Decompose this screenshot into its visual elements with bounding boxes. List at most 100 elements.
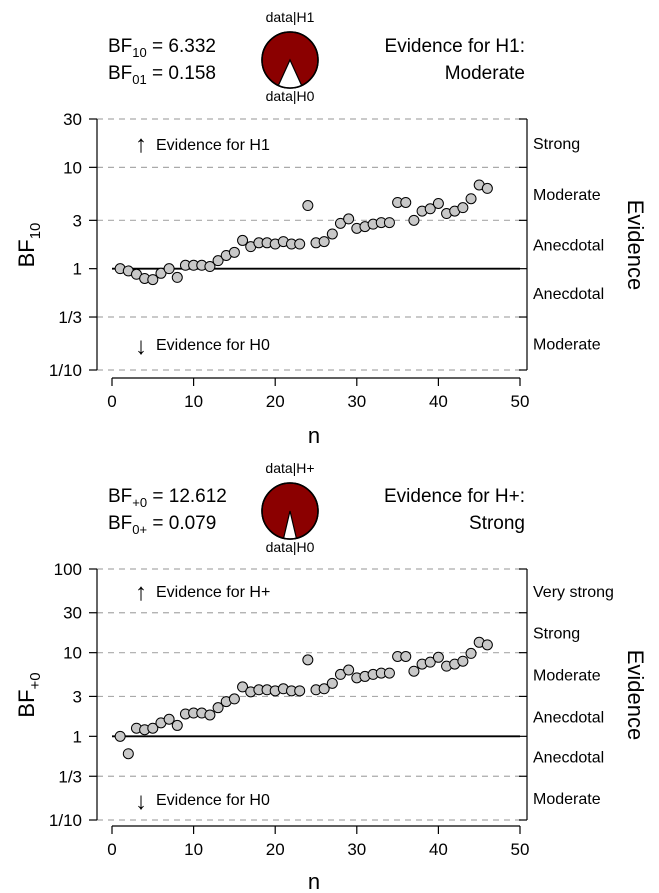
y-tick-label: 3 [73, 687, 82, 706]
data-point [481, 639, 493, 651]
y-tick-label: 1/10 [49, 811, 82, 830]
y-tick-label: 3 [73, 211, 82, 230]
panel-2-evidence-line2: Strong [469, 513, 525, 534]
panel-1-bf-inv-text: BF01 = 0.158 [108, 63, 216, 87]
data-point [163, 713, 175, 725]
y-tick-label: 1 [73, 727, 82, 746]
data-point [204, 261, 216, 273]
panel-2-bf-inv-text: BF0+ = 0.079 [108, 513, 216, 537]
x-tick-label: 20 [266, 392, 285, 411]
data-point [457, 655, 469, 667]
panel-2-evidence-axis: Very strong Strong Moderate Anecdotal Anecdo… [519, 568, 614, 821]
data-point [171, 719, 183, 731]
data-point [424, 656, 436, 668]
data-point [237, 681, 249, 693]
evidence-category-label: Moderate [533, 187, 601, 204]
data-point [147, 722, 159, 734]
data-point [481, 182, 493, 194]
data-point [432, 651, 444, 663]
x-tick-label: 0 [107, 392, 116, 411]
data-point [318, 683, 330, 695]
panel-2-down-arrow-icon: ↓ [135, 788, 147, 815]
panel-1-arrow-down-label: Evidence for H0 [156, 337, 270, 354]
data-point [383, 217, 395, 229]
panel-1-grid [97, 118, 525, 371]
panel-1-evidence-line2: Moderate [445, 63, 525, 84]
x-tick-label: 0 [107, 840, 116, 859]
data-point [424, 203, 436, 215]
panel-2-plot: 1/10 1/3 1 3 10 30 100 0 10 20 30 40 50 Very strong… [49, 560, 614, 859]
panel-2-arrow-down-label: Evidence for H0 [156, 792, 270, 809]
y-tick-label: 1/3 [58, 767, 82, 786]
panel-2-x-label: n [308, 869, 320, 893]
data-point [408, 214, 420, 226]
panel-2-pie-bottom-label: data|H0 [266, 539, 315, 555]
evidence-category-label: Strong [533, 626, 580, 643]
panel-2-grid [97, 568, 525, 821]
data-point [237, 234, 249, 246]
panel-1-x-label: n [308, 423, 320, 448]
y-tick-label: 1 [73, 260, 82, 279]
panel-1-right-label: Evidence [623, 200, 648, 291]
panel-2-evidence-line1: Evidence for H+: [384, 486, 525, 507]
panel-1-y-axis: 1/10 1/3 1 3 10 30 [49, 110, 98, 380]
panel-2-points [114, 636, 493, 760]
panel-1-plot: 1/10 1/3 1 3 10 30 0 10 20 30 40 50 Strong Moderate… [49, 110, 604, 411]
evidence-category-label: Strong [533, 136, 580, 153]
x-tick-label: 30 [347, 840, 366, 859]
x-tick-label: 30 [347, 392, 366, 411]
data-point [400, 650, 412, 662]
panel-2-pie-top-label: data|H+ [265, 460, 314, 476]
data-point [212, 255, 224, 267]
panel-1-points [114, 179, 493, 286]
data-point [294, 238, 306, 250]
evidence-category-label: Anecdotal [533, 709, 604, 726]
panel-2-pie-chart [261, 482, 319, 540]
evidence-category-label: Moderate [533, 791, 601, 808]
data-point [294, 685, 306, 697]
data-point [163, 263, 175, 275]
panel-1-evidence-axis: Strong Moderate Anecdotal Anecdotal Moderate [519, 118, 604, 371]
data-point [457, 202, 469, 214]
y-tick-label: 100 [54, 560, 82, 579]
panel-1-up-arrow-icon: ↑ [135, 131, 147, 158]
data-point [302, 654, 314, 666]
x-tick-label: 50 [511, 392, 530, 411]
data-point [408, 665, 420, 677]
y-tick-label: 1/10 [49, 361, 82, 380]
evidence-category-label: Anecdotal [533, 238, 604, 255]
panel-2-up-arrow-icon: ↑ [135, 579, 147, 606]
evidence-category-label: Very strong [533, 584, 614, 601]
data-point [343, 213, 355, 225]
panel-1-pie-bottom-label: data|H0 [266, 88, 315, 104]
panel-1-evidence-line1: Evidence for H1: [385, 36, 525, 57]
data-point [212, 702, 224, 714]
panel-1-header: BF10 = 6.332 BF01 = 0.158 data|H1 data|H… [108, 9, 525, 104]
y-tick-label: 30 [63, 110, 82, 129]
data-point [326, 228, 338, 240]
pie-outline [261, 482, 319, 540]
y-tick-label: 10 [63, 644, 82, 663]
x-tick-label: 40 [429, 392, 448, 411]
data-point [228, 693, 240, 705]
y-tick-label: 10 [63, 158, 82, 177]
evidence-category-label: Moderate [533, 337, 601, 354]
y-tick-label: 30 [63, 604, 82, 623]
panel-2-y-label: BF+0 [14, 672, 44, 717]
panel-1-x-axis: 0 10 20 30 40 50 [107, 377, 530, 411]
panel-2-arrow-up-label: Evidence for H+ [156, 584, 270, 601]
evidence-category-label: Anecdotal [533, 286, 604, 303]
data-point [318, 236, 330, 248]
y-tick-label: 1/3 [58, 308, 82, 327]
data-point [204, 709, 216, 721]
panel-2-bf-text: BF+0 = 12.612 [108, 486, 227, 510]
x-tick-label: 10 [184, 840, 203, 859]
data-point [147, 274, 159, 286]
panel-2-x-axis: 0 10 20 30 40 50 [107, 825, 529, 859]
data-point [171, 271, 183, 283]
panel-1-pie-top-label: data|H1 [266, 9, 315, 25]
data-point [432, 197, 444, 209]
panel-1-y-label: BF10 [14, 223, 44, 268]
data-point [114, 730, 126, 742]
